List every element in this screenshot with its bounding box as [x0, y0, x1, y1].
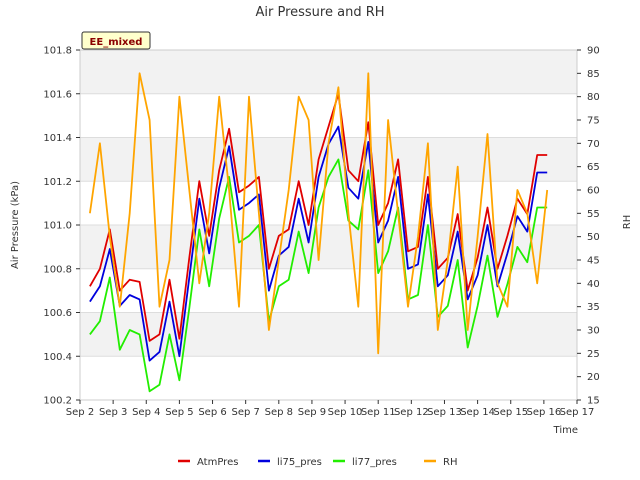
- series-line-AtmPres: [89, 92, 548, 342]
- x-axis-label: Time: [553, 425, 578, 436]
- badge: EE_mixed: [81, 31, 151, 50]
- y-tick-label: 101.4: [43, 133, 72, 144]
- y2-tick-label: 60: [587, 186, 600, 197]
- plot-band: [80, 225, 577, 269]
- y2-tick-label: 50: [587, 232, 600, 243]
- y2-tick-label: 25: [587, 349, 600, 360]
- y2-tick-label: 65: [587, 162, 600, 173]
- y2-tick-label: 35: [587, 302, 600, 313]
- y2-tick-label: 70: [587, 139, 600, 150]
- y-tick-label: 100.8: [43, 264, 72, 275]
- legend-label: li77_pres: [352, 457, 397, 468]
- plot-band: [80, 356, 577, 400]
- x-tick-label: Sep 3: [99, 407, 127, 418]
- y-tick-label: 100.6: [43, 308, 72, 319]
- badge-text: EE_mixed: [90, 37, 143, 48]
- plot-band: [80, 312, 577, 357]
- y-axis-left: 100.2 100.4 100.6 100.8 101.0 101.2 101.4 101.6…: [43, 46, 80, 407]
- legend-label: AtmPres: [197, 457, 238, 468]
- plot-band: [80, 181, 577, 225]
- y2-tick-label: 90: [587, 46, 600, 57]
- y2-tick-label: 30: [587, 326, 600, 337]
- series-line-li77_pres: [89, 158, 548, 393]
- legend-label: RH: [443, 457, 457, 468]
- x-tick-label: Sep 8: [265, 407, 293, 418]
- x-tick-label: Sep 15: [493, 407, 528, 418]
- x-tick-label: Sep 17: [560, 407, 595, 418]
- series-line-RH: [89, 72, 549, 355]
- x-tick-label: Sep 9: [298, 407, 326, 418]
- x-tick-label: Sep 7: [231, 407, 259, 418]
- x-tick-label: Sep 10: [328, 407, 363, 418]
- y-tick-label: 100.2: [43, 396, 72, 407]
- y2-tick-label: 80: [587, 92, 600, 103]
- x-tick-label: Sep 11: [361, 407, 396, 418]
- y2-tick-label: 15: [587, 396, 600, 407]
- x-tick-label: Sep 6: [198, 407, 226, 418]
- y-axis-right: 15 20 25 30 35 40 45 50 55 60 65 70 75 80 85 90: [577, 46, 600, 407]
- plot-band: [80, 50, 577, 94]
- y2-tick-label: 45: [587, 256, 600, 267]
- legend: AtmPres li75_pres li77_pres RH: [178, 457, 457, 468]
- x-tick-label: Sep 5: [165, 407, 193, 418]
- badge-box: [81, 31, 151, 50]
- x-tick-label: Sep 2: [66, 407, 94, 418]
- x-tick-label: Sep 13: [427, 407, 462, 418]
- y-tick-label: 101.6: [43, 89, 72, 100]
- y-tick-label: 101.8: [43, 46, 72, 57]
- y2-tick-label: 55: [587, 209, 600, 220]
- plot-band: [80, 93, 577, 138]
- legend-label: li75_pres: [277, 457, 322, 468]
- y-axis-label: Air Pressure (kPa): [10, 181, 21, 269]
- y2-tick-label: 20: [587, 372, 600, 383]
- x-tick-label: Sep 4: [132, 407, 160, 418]
- x-tick-label: Sep 14: [460, 407, 495, 418]
- plot-band: [80, 268, 577, 313]
- y-tick-label: 100.4: [43, 352, 72, 363]
- y2-axis-label: RH: [622, 215, 633, 229]
- x-tick-label: Sep 16: [526, 407, 561, 418]
- y2-tick-label: 85: [587, 69, 600, 80]
- chart-title: Air Pressure and RH: [255, 5, 384, 20]
- series-lines: [89, 72, 549, 393]
- y-tick-label: 101.0: [43, 221, 72, 232]
- y2-tick-label: 40: [587, 279, 600, 290]
- y-tick-label: 101.2: [43, 177, 72, 188]
- x-tick-label: Sep 12: [394, 407, 429, 418]
- y2-tick-label: 75: [587, 116, 600, 127]
- x-axis: Sep 2 Sep 3 Sep 4 Sep 5 Sep 6 Sep 7 Sep 8 Sep 9…: [66, 400, 595, 418]
